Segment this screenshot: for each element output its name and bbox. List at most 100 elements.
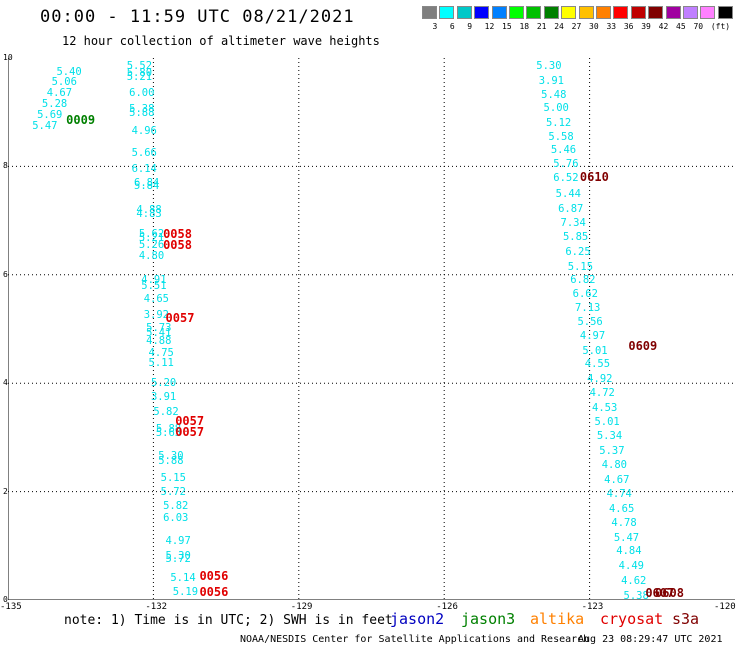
legend-label: 9 [467, 22, 473, 31]
time-tag-label: 0057 [165, 311, 195, 326]
swh-value-label: 5.52 [126, 60, 153, 73]
swh-value-label: 6.14 [131, 163, 157, 176]
swh-value-label: 5.48 [541, 88, 567, 101]
swh-value-label: 5.00 [543, 101, 569, 114]
swh-value-label: 5.14 [170, 572, 196, 585]
satellite-altika-label: altika [530, 610, 585, 628]
x-tick-label: -132 [145, 602, 168, 612]
swh-value-label: 4.91 [141, 274, 167, 287]
swh-value-label: 6.25 [565, 246, 591, 259]
swh-value-label: 4.92 [587, 372, 613, 385]
swh-value-label: 3.91 [150, 390, 177, 403]
swh-value-label: 5.47 [613, 531, 640, 544]
swh-value-label: 5.58 [548, 130, 574, 143]
swh-value-label: 4.62 [621, 575, 647, 588]
swh-value-label: 5.38 [623, 589, 649, 602]
legend-swatch [717, 6, 733, 19]
swh-value-label: 4.88 [136, 203, 162, 216]
time-tag-label: 0009 [66, 113, 96, 128]
time-tag-label: 0058 [163, 237, 192, 252]
page-title: 00:00 - 11:59 UTC 08/21/2021 [40, 7, 355, 27]
swh-value-label: 4.65 [608, 502, 635, 515]
time-tag-label: 0056 [199, 584, 229, 599]
y-tick-label: 8 [3, 161, 8, 171]
swh-value-label: 5.38 [129, 103, 155, 116]
legend-swatch [456, 6, 472, 19]
swh-value-label: 5.73 [146, 321, 172, 334]
swh-value-label: 4.75 [148, 347, 174, 360]
swh-value-label: 6.03 [163, 511, 189, 524]
time-tag-label: 0608 [655, 586, 684, 600]
swh-value-label: 4.49 [618, 560, 644, 573]
y-tick-label: 2 [3, 486, 8, 496]
legend-label: (ft) [710, 22, 731, 31]
swh-value-label: 4.74 [606, 488, 632, 501]
swh-value-label: 4.88 [146, 334, 172, 347]
swh-value-label: 5.80 [126, 67, 153, 80]
legend-label: 33 [606, 22, 617, 31]
swh-value-label: 4.96 [131, 125, 157, 138]
legend-swatch [648, 6, 664, 19]
y-tick-label: 4 [3, 378, 8, 388]
swh-value-label: 4.80 [601, 458, 627, 471]
swh-value-label: 4.67 [604, 473, 630, 486]
time-tag-label: 0057 [175, 424, 205, 439]
swh-value-label: 4.97 [165, 535, 191, 548]
swh-value-label: 5.82 [163, 499, 189, 512]
swh-value-label: 7.34 [560, 217, 586, 230]
swh-value-label: 5.21 [126, 70, 153, 83]
swh-value-label: 5.56 [577, 316, 603, 329]
time-tag-label: 0607 [645, 586, 675, 600]
swh-value-label: 5.72 [165, 553, 191, 566]
footer-credit: NOAA/NESDIS Center for Satellite Applica… [240, 634, 590, 645]
swh-value-label: 4.97 [579, 329, 606, 342]
swh-value-label: 4.65 [143, 293, 169, 306]
swh-value-label: 6.52 [553, 172, 579, 185]
legend-label: 6 [449, 22, 455, 31]
swh-value-label: 5.30 [165, 549, 191, 562]
legend-label: 3 [432, 22, 438, 31]
legend-swatch [422, 6, 437, 19]
legend-swatch [509, 6, 524, 19]
legend-swatch [526, 6, 542, 19]
swh-value-label: 5.82 [153, 405, 179, 418]
swh-value-label: 5.01 [594, 416, 620, 429]
legend-swatch [630, 6, 646, 19]
swh-value-label: 5.62 [138, 228, 165, 241]
swh-value-label: 5.88 [158, 454, 184, 467]
legend-swatch [665, 6, 681, 19]
legend-label: 24 [554, 22, 564, 31]
swh-value-label: 6.87 [558, 202, 584, 215]
swh-value-label: 5.88 [129, 107, 155, 120]
x-tick-label: -123 [581, 602, 604, 612]
footer-timestamp: Aug 23 08:29:47 UTC 2021 [578, 634, 723, 645]
swh-value-label: 5.06 [51, 76, 77, 89]
legend-label: 30 [589, 22, 599, 31]
legend-label: 21 [536, 22, 547, 31]
swh-value-label: 4.53 [592, 401, 618, 414]
swh-value-label: 4.83 [136, 207, 162, 220]
legend-label: 70 [693, 22, 704, 31]
swh-value-label: 5.46 [550, 144, 577, 157]
legend-swatch [683, 6, 698, 19]
swh-value-label: 5.11 [148, 356, 174, 369]
swh-value-label: 6.62 [572, 287, 598, 300]
swh-value-label: 4.84 [616, 545, 642, 558]
swh-value-label: 6.00 [129, 87, 155, 100]
swh-value-label: 6.84 [134, 176, 160, 189]
y-tick-label: 6 [3, 269, 8, 279]
swh-value-label: 5.69 [37, 108, 63, 121]
swh-value-label: 5.66 [131, 146, 157, 159]
swh-value-label: 5.15 [160, 472, 186, 485]
swh-value-label: 5.47 [32, 119, 58, 132]
legend-swatch [474, 6, 490, 19]
satellite-s3a-label: s3a [672, 610, 700, 628]
swh-value-label: 5.84 [134, 180, 160, 193]
y-tick-label: 0 [3, 595, 8, 604]
swh-value-label: 3.91 [538, 74, 564, 87]
legend-label: 42 [658, 22, 669, 31]
legend-label: 36 [623, 22, 634, 31]
legend-label: 15 [502, 22, 512, 31]
legend-swatch [439, 6, 455, 19]
legend-swatch [596, 6, 611, 19]
